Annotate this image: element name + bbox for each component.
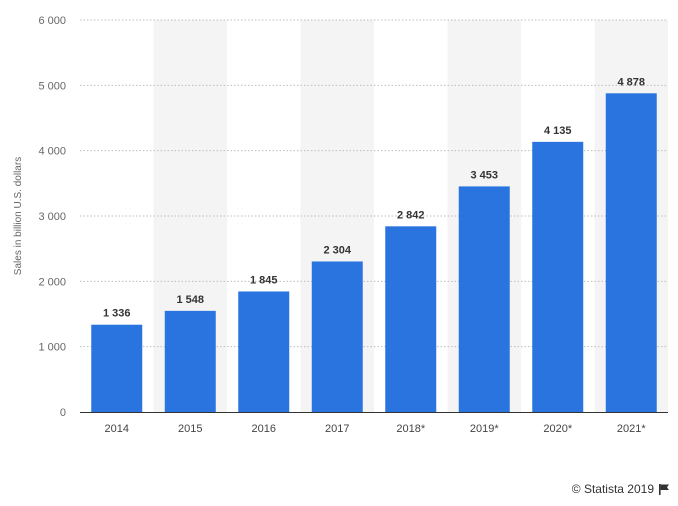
- bar: [238, 291, 290, 412]
- bar: [311, 261, 363, 412]
- x-tick-label: 2015: [178, 423, 202, 435]
- bar: [91, 324, 143, 412]
- data-label: 1 336: [103, 308, 131, 320]
- bar: [605, 93, 657, 412]
- bar: [385, 226, 437, 412]
- credit-text: © Statista 2019: [571, 482, 654, 496]
- data-label: 2 304: [323, 244, 351, 256]
- y-tick-label: 0: [60, 407, 66, 419]
- y-tick-label: 4 000: [38, 146, 66, 158]
- data-label: 3 453: [470, 169, 498, 181]
- x-tick-label: 2021*: [617, 423, 646, 435]
- y-axis-title: Sales in billion U.S. dollars: [13, 157, 24, 275]
- x-tick-label: 2018*: [396, 423, 425, 435]
- bar: [458, 186, 510, 412]
- data-label: 4 878: [617, 76, 645, 88]
- y-tick-label: 1 000: [38, 342, 66, 354]
- y-tick-label: 6 000: [38, 15, 66, 27]
- x-tick-label: 2020*: [543, 423, 572, 435]
- bar: [532, 141, 584, 412]
- flag-icon: [659, 484, 669, 495]
- y-tick-label: 5 000: [38, 80, 66, 92]
- x-tick-label: 2016: [252, 423, 276, 435]
- x-tick-label: 2017: [325, 423, 349, 435]
- x-tick-label: 2019*: [470, 423, 499, 435]
- data-label: 1 845: [250, 274, 278, 286]
- data-label: 1 548: [176, 294, 204, 306]
- y-tick-label: 3 000: [38, 211, 66, 223]
- bar: [164, 310, 216, 412]
- data-label: 2 842: [397, 209, 425, 221]
- y-tick-label: 2 000: [38, 276, 66, 288]
- x-tick-label: 2014: [105, 423, 129, 435]
- data-label: 4 135: [544, 125, 572, 137]
- credit-link[interactable]: © Statista 2019: [572, 482, 670, 496]
